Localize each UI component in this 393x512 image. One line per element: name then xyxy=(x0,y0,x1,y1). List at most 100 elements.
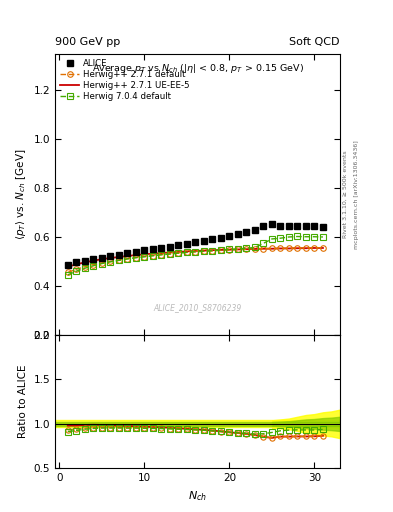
Herwig 7.0.4 default xyxy=(253,244,257,250)
ALICE xyxy=(202,238,206,244)
Herwig++ 2.7.1 UE-EE-5 xyxy=(261,246,266,252)
Herwig++ 2.7.1 UE-EE-5 xyxy=(219,247,223,253)
ALICE xyxy=(193,239,198,245)
Herwig 7.0.4 default xyxy=(244,245,249,251)
ALICE xyxy=(83,258,87,264)
Herwig++ 2.7.1 default xyxy=(303,245,308,251)
Herwig 7.0.4 default xyxy=(184,249,189,255)
Herwig++ 2.7.1 default xyxy=(278,245,283,251)
Herwig 7.0.4 default xyxy=(134,254,138,261)
Herwig++ 2.7.1 default xyxy=(253,246,257,252)
ALICE xyxy=(278,223,283,229)
Herwig++ 2.7.1 default xyxy=(142,253,147,260)
Herwig++ 2.7.1 default xyxy=(235,246,240,252)
Herwig++ 2.7.1 default xyxy=(227,247,232,253)
Herwig++ 2.7.1 UE-EE-5 xyxy=(65,264,70,270)
ALICE xyxy=(303,223,308,229)
Herwig 7.0.4 default xyxy=(312,233,317,240)
Herwig++ 2.7.1 default xyxy=(99,260,104,266)
Text: mcplots.cern.ch [arXiv:1306.3436]: mcplots.cern.ch [arXiv:1306.3436] xyxy=(354,140,359,249)
Herwig++ 2.7.1 UE-EE-5 xyxy=(312,245,317,251)
Herwig++ 2.7.1 default xyxy=(167,251,172,257)
Herwig++ 2.7.1 UE-EE-5 xyxy=(303,245,308,251)
Herwig++ 2.7.1 default xyxy=(91,262,95,268)
Herwig++ 2.7.1 UE-EE-5 xyxy=(142,251,147,258)
Herwig++ 2.7.1 UE-EE-5 xyxy=(235,246,240,252)
ALICE xyxy=(321,224,325,230)
ALICE xyxy=(235,231,240,237)
Herwig++ 2.7.1 UE-EE-5 xyxy=(151,250,155,257)
Herwig++ 2.7.1 default xyxy=(270,245,274,251)
Herwig++ 2.7.1 default xyxy=(321,245,325,251)
Text: ALICE_2010_S8706239: ALICE_2010_S8706239 xyxy=(153,303,242,312)
Herwig++ 2.7.1 default xyxy=(74,266,79,272)
Herwig++ 2.7.1 UE-EE-5 xyxy=(210,247,215,253)
Herwig 7.0.4 default xyxy=(278,235,283,241)
Herwig 7.0.4 default xyxy=(142,254,147,260)
ALICE xyxy=(176,242,181,248)
Herwig++ 2.7.1 UE-EE-5 xyxy=(167,249,172,255)
ALICE xyxy=(312,223,317,229)
Herwig++ 2.7.1 UE-EE-5 xyxy=(125,253,130,259)
Herwig 7.0.4 default xyxy=(235,246,240,252)
Herwig++ 2.7.1 default xyxy=(108,259,113,265)
Herwig 7.0.4 default xyxy=(193,248,198,254)
Herwig++ 2.7.1 default xyxy=(134,254,138,261)
Herwig++ 2.7.1 default xyxy=(116,257,121,263)
Herwig++ 2.7.1 UE-EE-5 xyxy=(193,248,198,254)
Herwig++ 2.7.1 default xyxy=(295,245,300,251)
ALICE xyxy=(65,262,70,268)
Line: Herwig 7.0.4 default: Herwig 7.0.4 default xyxy=(65,233,326,278)
Herwig 7.0.4 default xyxy=(125,256,130,262)
X-axis label: $N_{ch}$: $N_{ch}$ xyxy=(188,489,207,503)
ALICE xyxy=(286,223,291,229)
Herwig++ 2.7.1 UE-EE-5 xyxy=(176,249,181,255)
Herwig++ 2.7.1 default xyxy=(210,248,215,254)
Herwig++ 2.7.1 default xyxy=(65,269,70,275)
Herwig++ 2.7.1 UE-EE-5 xyxy=(134,252,138,258)
Herwig 7.0.4 default xyxy=(261,240,266,246)
Herwig 7.0.4 default xyxy=(116,258,121,264)
ALICE xyxy=(253,227,257,233)
ALICE xyxy=(167,243,172,249)
Herwig 7.0.4 default xyxy=(65,272,70,278)
Herwig 7.0.4 default xyxy=(227,246,232,252)
Herwig++ 2.7.1 default xyxy=(125,255,130,262)
Herwig++ 2.7.1 default xyxy=(286,245,291,251)
ALICE xyxy=(261,223,266,229)
Text: Soft QCD: Soft QCD xyxy=(290,37,340,47)
Herwig 7.0.4 default xyxy=(286,234,291,240)
ALICE xyxy=(134,248,138,254)
Herwig++ 2.7.1 UE-EE-5 xyxy=(253,246,257,252)
Herwig 7.0.4 default xyxy=(99,261,104,267)
ALICE xyxy=(125,250,130,256)
Herwig++ 2.7.1 UE-EE-5 xyxy=(278,245,283,251)
Herwig++ 2.7.1 default xyxy=(312,245,317,251)
Herwig++ 2.7.1 default xyxy=(184,249,189,255)
ALICE xyxy=(295,223,300,229)
Herwig++ 2.7.1 default xyxy=(159,251,164,258)
Herwig++ 2.7.1 default xyxy=(83,264,87,270)
ALICE xyxy=(244,229,249,235)
Herwig++ 2.7.1 default xyxy=(202,248,206,254)
Y-axis label: $\langle p_T \rangle$ vs. $N_{ch}$ [GeV]: $\langle p_T \rangle$ vs. $N_{ch}$ [GeV] xyxy=(14,148,28,240)
Herwig 7.0.4 default xyxy=(74,268,79,274)
Herwig 7.0.4 default xyxy=(159,252,164,258)
Herwig 7.0.4 default xyxy=(108,259,113,265)
ALICE xyxy=(270,221,274,227)
Herwig 7.0.4 default xyxy=(210,248,215,254)
Herwig 7.0.4 default xyxy=(167,251,172,257)
Herwig 7.0.4 default xyxy=(176,250,181,256)
ALICE xyxy=(142,247,147,253)
Text: Average $p_T$ vs $N_{ch}$ ($|\eta|$ < 0.8, $p_T$ > 0.15 GeV): Average $p_T$ vs $N_{ch}$ ($|\eta|$ < 0.… xyxy=(92,62,303,75)
ALICE xyxy=(210,237,215,243)
ALICE xyxy=(91,257,95,263)
Herwig++ 2.7.1 default xyxy=(244,246,249,252)
Herwig 7.0.4 default xyxy=(91,263,95,269)
Herwig++ 2.7.1 UE-EE-5 xyxy=(91,258,95,264)
Herwig++ 2.7.1 UE-EE-5 xyxy=(99,256,104,262)
Legend: ALICE, Herwig++ 2.7.1 default, Herwig++ 2.7.1 UE-EE-5, Herwig 7.0.4 default: ALICE, Herwig++ 2.7.1 default, Herwig++ … xyxy=(59,57,191,103)
Herwig++ 2.7.1 UE-EE-5 xyxy=(270,246,274,252)
ALICE xyxy=(159,245,164,251)
ALICE xyxy=(227,232,232,239)
